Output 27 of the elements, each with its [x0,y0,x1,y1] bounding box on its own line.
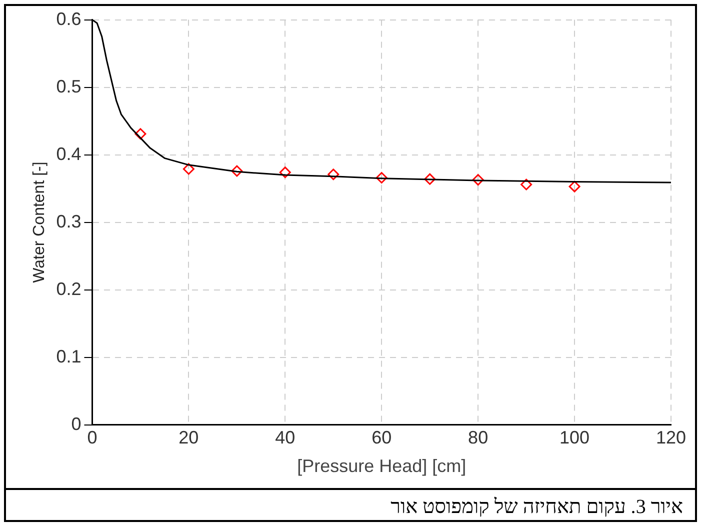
y-tick-label: 0 [71,414,82,434]
y-tick-label: 0.6 [56,8,82,29]
point [231,165,243,177]
point [472,174,484,186]
x-tick-label: 120 [656,428,686,448]
x-tick-label: 80 [468,428,488,448]
point [279,166,291,178]
x-tick-label: 20 [178,428,199,448]
point [328,168,340,180]
y-tick-label: 0.4 [56,144,82,164]
x-tick-label: 60 [372,428,392,448]
point [134,128,146,140]
point [568,180,580,192]
y-tick-label: 0.5 [56,76,82,96]
text: איור 3. עקום תאחיזה של קומפוסט אור [6,488,695,519]
point [376,172,388,184]
point [520,178,532,190]
x-axis-title: [Pressure Head] [cm] [297,456,466,476]
y-tick-label: 0.1 [56,346,82,366]
point [182,163,194,175]
x-tick-label: 40 [275,428,296,448]
x-tick-label: 100 [560,428,590,448]
y-tick-label: 0.2 [56,278,82,299]
y-axis-title: Water Content [-] [31,162,48,283]
point [424,173,436,185]
y-tick-label: 0.3 [56,211,82,232]
x-tick-label: 0 [87,428,98,448]
